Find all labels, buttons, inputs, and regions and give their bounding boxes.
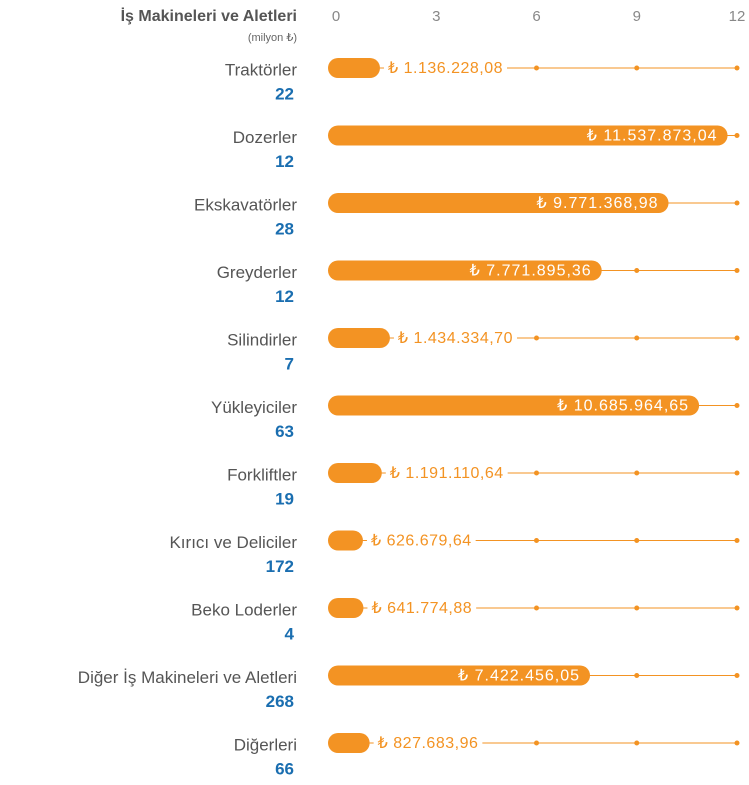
track-dot <box>634 673 640 678</box>
label-bg <box>385 463 508 483</box>
label-bg <box>366 530 476 551</box>
label-bg <box>367 598 477 618</box>
track-dot <box>634 268 640 273</box>
value-label: ₺ 1.136.228,08 <box>388 60 503 77</box>
category-label: Yükleyiciler <box>211 398 297 417</box>
bar <box>328 328 390 348</box>
bar <box>328 125 728 146</box>
track-dot <box>734 335 740 341</box>
count-label: 12 <box>275 152 294 171</box>
value-label: ₺ 11.537.873,04 <box>587 128 718 145</box>
count-label: 12 <box>275 287 294 306</box>
track-dot <box>734 605 740 611</box>
count-label: 268 <box>266 692 294 711</box>
bar <box>328 395 700 416</box>
track-dot <box>634 740 640 746</box>
value-label: ₺ 9.771.368,98 <box>536 195 658 212</box>
count-label: 66 <box>275 759 294 778</box>
count-label: 22 <box>275 84 294 103</box>
x-tick-label: 9 <box>633 8 641 25</box>
category-label: Beko Loderler <box>191 600 297 619</box>
track-dot <box>634 605 640 611</box>
label-bg <box>393 328 517 348</box>
track-dot <box>734 133 740 138</box>
bar <box>328 260 602 281</box>
x-tick-label: 6 <box>532 8 540 25</box>
track-dot <box>534 65 539 71</box>
track-dot <box>734 538 740 543</box>
track-dot <box>634 470 640 476</box>
track-dot <box>734 740 740 746</box>
label-bg <box>373 733 483 753</box>
count-label: 4 <box>285 624 295 643</box>
track-dot <box>734 673 740 678</box>
category-label: Silindirler <box>227 330 297 349</box>
category-label: Kırıcı ve Deliciler <box>169 533 297 552</box>
bar <box>328 665 591 686</box>
count-label: 19 <box>275 489 294 508</box>
x-tick-label: 12 <box>729 8 746 25</box>
track-dot <box>534 538 539 543</box>
track-dot <box>734 470 740 476</box>
track-dot <box>734 200 740 206</box>
x-tick-label: 3 <box>432 8 440 25</box>
category-label: Diğer İş Makineleri ve Aletleri <box>78 668 297 687</box>
bar <box>328 733 370 753</box>
bar <box>328 58 380 78</box>
count-label: 7 <box>285 354 294 373</box>
x-tick-label: 0 <box>332 8 340 25</box>
track-dot <box>534 740 539 746</box>
category-label: Greyderler <box>217 263 298 282</box>
track-dot <box>734 65 740 71</box>
category-label: Ekskavatörler <box>194 195 297 214</box>
value-label: ₺ 7.771.895,36 <box>470 263 592 280</box>
track-dot <box>634 65 640 71</box>
track-dot <box>534 605 539 611</box>
value-label: ₺ 1.191.110,64 <box>390 465 504 482</box>
count-label: 172 <box>266 557 294 576</box>
category-label: Dozerler <box>233 128 298 147</box>
count-label: 28 <box>275 219 294 238</box>
value-label: ₺ 641.774,88 <box>371 600 472 617</box>
track-dot <box>534 470 539 476</box>
label-bg <box>383 58 508 78</box>
value-label: ₺ 10.685.964,65 <box>557 398 689 415</box>
value-label: ₺ 626.679,64 <box>371 533 472 550</box>
category-label: Diğerleri <box>234 735 297 754</box>
track-dot <box>534 335 539 341</box>
value-label: ₺ 1.434.334,70 <box>398 330 513 347</box>
track-dot <box>634 538 640 543</box>
bar <box>328 530 363 551</box>
bar <box>328 463 382 483</box>
count-label: 63 <box>275 422 294 441</box>
value-label: ₺ 7.422.456,05 <box>458 668 580 685</box>
track-dot <box>734 268 740 273</box>
track-dot <box>634 335 640 341</box>
bar <box>328 193 669 213</box>
bar <box>328 598 364 618</box>
track-dot <box>734 403 740 408</box>
category-label: Traktörler <box>225 60 297 79</box>
chart-title: İş Makineleri ve Aletleri <box>121 7 297 25</box>
chart-subtitle: (milyon ₺) <box>248 32 297 44</box>
value-label: ₺ 827.683,96 <box>378 735 479 752</box>
category-label: Forkliftler <box>227 465 297 484</box>
